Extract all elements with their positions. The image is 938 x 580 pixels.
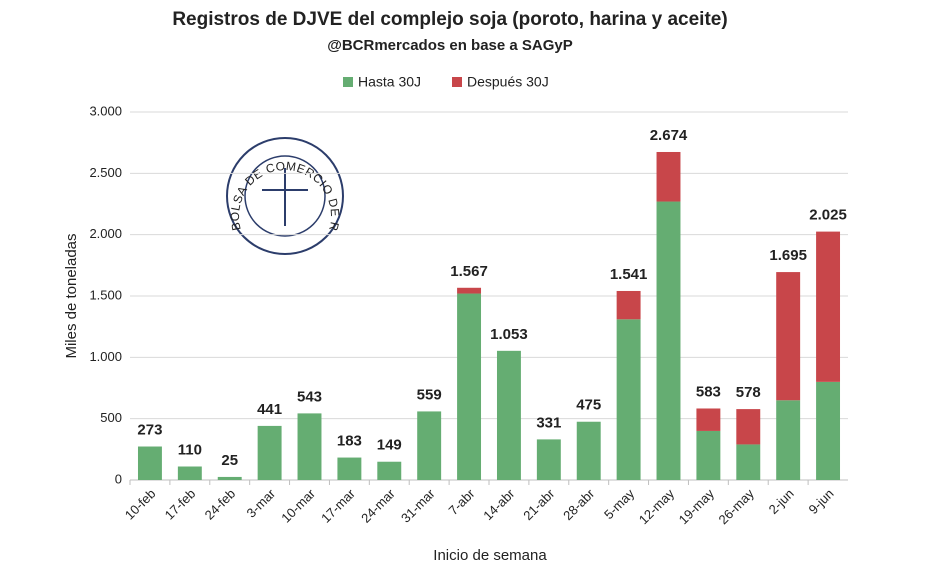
x-tick-label: 9-jun [806, 486, 837, 517]
y-axis-title: Miles de toneladas [63, 233, 80, 358]
total-label: 1.541 [610, 266, 648, 283]
logo [226, 137, 344, 255]
total-label: 1.053 [490, 326, 528, 343]
x-tick-label: 21-abr [520, 485, 558, 523]
bar-segment [776, 272, 801, 401]
x-tick-label: 17-feb [162, 486, 199, 523]
total-label: 183 [337, 433, 362, 450]
y-tick-label: 2.500 [89, 165, 122, 180]
y-tick-label: 3.000 [89, 103, 122, 118]
bar-segment [536, 439, 561, 480]
bar-segment [137, 446, 162, 480]
total-label: 559 [417, 386, 442, 403]
total-label: 273 [137, 421, 162, 438]
x-tick-label: 28-abr [560, 485, 598, 523]
bar-segment [696, 430, 721, 480]
y-tick-label: 2.000 [89, 226, 122, 241]
total-label: 25 [221, 452, 238, 469]
y-tick-label: 1.500 [89, 287, 122, 302]
bar-segment [696, 408, 721, 431]
x-tick-label: 17-mar [318, 485, 358, 525]
y-tick-label: 500 [100, 410, 122, 425]
bar-segment [496, 350, 521, 480]
y-tick-label: 1.000 [89, 349, 122, 364]
bar-segment [736, 444, 761, 480]
chart-subtitle: @BCRmercados en base a SAGyP [327, 37, 573, 54]
x-tick-label: 14-abr [480, 485, 518, 523]
x-tick-label: 12-may [636, 486, 678, 528]
total-label: 1.695 [769, 247, 807, 264]
bar-segment [417, 411, 442, 480]
x-tick-label: 24-feb [202, 486, 239, 523]
bar-segment [457, 287, 482, 294]
x-tick-label: 19-may [676, 486, 718, 528]
x-tick-label: 24-mar [358, 485, 398, 525]
total-label: 110 [178, 441, 202, 458]
total-label: 578 [736, 384, 761, 401]
x-tick-label: 5-may [601, 486, 637, 522]
bar-segment [177, 466, 202, 480]
bar-segment [616, 319, 641, 480]
bar-segment [776, 400, 801, 480]
legend-swatch [452, 77, 462, 87]
bar-segment [736, 409, 761, 445]
logo-inner-ring [244, 155, 326, 237]
logo-text: BOLSA DE COMERCIO DE ROSARIO [0, 0, 342, 233]
bar-segment [616, 290, 641, 320]
legend-label: Después 30J [467, 74, 549, 90]
x-tick-label: 2-jun [766, 486, 797, 517]
bar-segment [576, 421, 601, 480]
bar-segment [816, 231, 841, 382]
bar-segment [257, 425, 282, 480]
logo-ring [226, 137, 344, 255]
bar-segment [816, 381, 841, 480]
bar-segment [377, 461, 402, 480]
total-label: 441 [257, 401, 282, 418]
x-tick-label: 31-mar [398, 485, 438, 525]
x-tick-label: 10-feb [122, 486, 159, 523]
x-tick-label: 26-may [716, 486, 758, 528]
bar-segment [457, 293, 482, 480]
total-label: 2.674 [650, 127, 688, 144]
x-tick-label: 7-abr [446, 485, 479, 518]
logo-text-path: BOLSA DE COMERCIO DE ROSARIO [0, 0, 341, 233]
bar-segment [656, 201, 681, 480]
bar-segment [656, 151, 681, 202]
total-label: 2.025 [809, 207, 847, 224]
x-axis-title: Inicio de semana [433, 547, 547, 564]
bar-segment [337, 457, 362, 480]
chart-title: Registros de DJVE del complejo soja (por… [172, 9, 727, 30]
total-label: 149 [377, 437, 402, 454]
total-label: 583 [696, 383, 721, 400]
x-tick-label: 10-mar [278, 485, 318, 525]
x-tick-label: 3-mar [244, 485, 279, 520]
y-tick-label: 0 [115, 471, 122, 486]
legend-label: Hasta 30J [358, 74, 421, 90]
total-label: 475 [576, 397, 601, 414]
bar-segment [217, 476, 242, 480]
total-label: 1.567 [450, 263, 488, 280]
bar-segment [297, 413, 322, 480]
legend-swatch [343, 77, 353, 87]
total-label: 331 [536, 414, 561, 431]
total-label: 543 [297, 388, 322, 405]
